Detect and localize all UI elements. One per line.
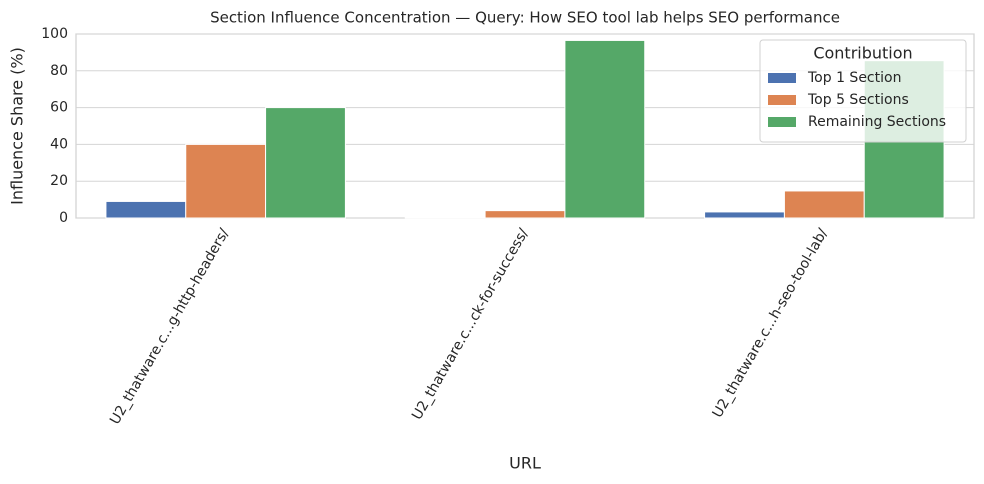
y-tick-label: 100 xyxy=(41,26,68,42)
legend-label: Remaining Sections xyxy=(808,114,946,130)
legend: Contribution Top 1 Section Top 5 Sections R… xyxy=(759,39,967,143)
bar xyxy=(185,143,267,219)
y-tick-label: 60 xyxy=(50,100,68,116)
bar xyxy=(783,190,865,219)
legend-swatch xyxy=(768,95,796,105)
legend-box xyxy=(759,39,967,143)
legend-swatch xyxy=(768,73,796,83)
legend-label: Top 1 Section xyxy=(807,70,901,86)
x-tick-label: U2_thatware.c...ck-for-success/ xyxy=(409,226,532,423)
y-tick-label: 80 xyxy=(50,63,68,79)
chart-title: Section Influence Concentration — Query:… xyxy=(210,9,840,27)
bar xyxy=(564,39,646,219)
bar xyxy=(105,200,187,219)
x-axis-label: URL xyxy=(509,454,541,473)
bar xyxy=(404,216,486,219)
bar xyxy=(704,211,785,219)
bar xyxy=(484,210,566,219)
y-axis-label: Influence Share (%) xyxy=(8,47,27,205)
legend-title: Contribution xyxy=(813,44,912,63)
legend-label: Top 5 Sections xyxy=(807,92,909,108)
y-tick-label: 40 xyxy=(50,136,68,152)
x-tick-label: U2_thatware.c...g-http-headers/ xyxy=(107,226,233,428)
legend-swatch xyxy=(768,117,796,127)
bar xyxy=(265,107,346,219)
x-tick-label: U2_thatware.c...h-seo-tool-lab/ xyxy=(710,226,832,421)
y-tick-label: 0 xyxy=(59,210,68,226)
y-tick-label: 20 xyxy=(50,173,68,189)
